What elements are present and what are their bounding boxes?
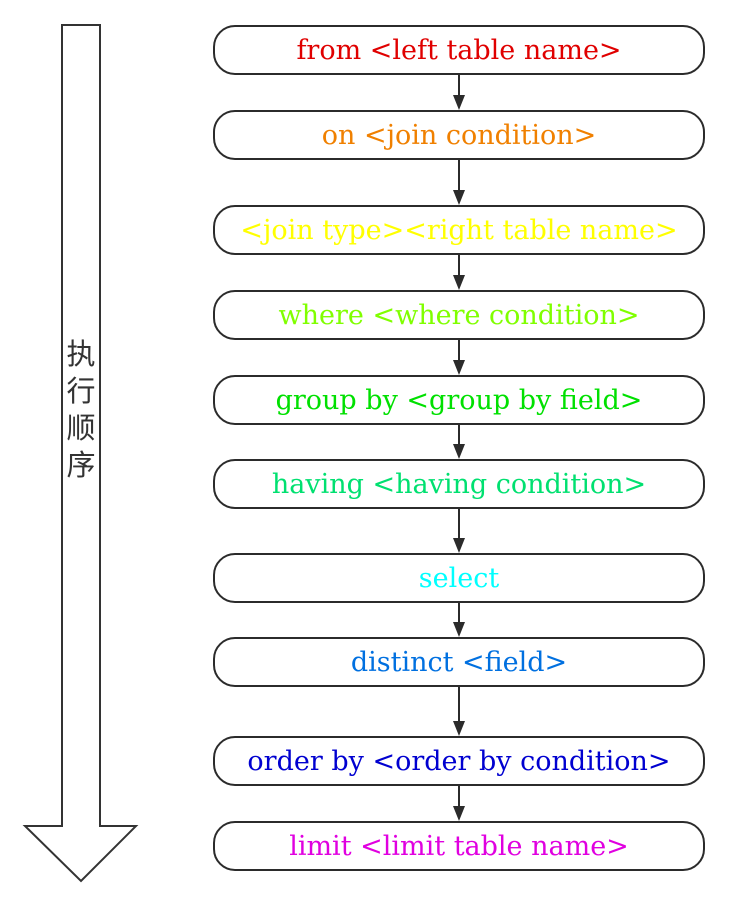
order-label-char: 行 bbox=[66, 374, 96, 408]
execution-order-label: 执 行 顺 序 bbox=[62, 336, 100, 484]
connector-9 bbox=[453, 786, 465, 821]
step-group-by: group by <group by field> bbox=[213, 375, 705, 425]
connector-8 bbox=[453, 687, 465, 736]
execution-order-arrow bbox=[22, 24, 139, 883]
connector-3 bbox=[453, 255, 465, 290]
step-from: from <left table name> bbox=[213, 25, 705, 75]
step-where: where <where condition> bbox=[213, 290, 705, 340]
connector-5 bbox=[453, 425, 465, 459]
order-label-char: 序 bbox=[66, 448, 96, 482]
step-order-by: order by <order by condition> bbox=[213, 736, 705, 786]
connector-7 bbox=[453, 603, 465, 637]
step-select: select bbox=[213, 553, 705, 603]
connector-6 bbox=[453, 509, 465, 553]
order-label-char: 执 bbox=[66, 337, 96, 371]
step-on: on <join condition> bbox=[213, 110, 705, 160]
connector-2 bbox=[453, 160, 465, 205]
connector-1 bbox=[453, 75, 465, 110]
order-label-char: 顺 bbox=[66, 411, 96, 445]
step-having: having <having condition> bbox=[213, 459, 705, 509]
connector-4 bbox=[453, 340, 465, 375]
step-join: <join type><right table name> bbox=[213, 205, 705, 255]
step-distinct: distinct <field> bbox=[213, 637, 705, 687]
step-limit: limit <limit table name> bbox=[213, 821, 705, 871]
